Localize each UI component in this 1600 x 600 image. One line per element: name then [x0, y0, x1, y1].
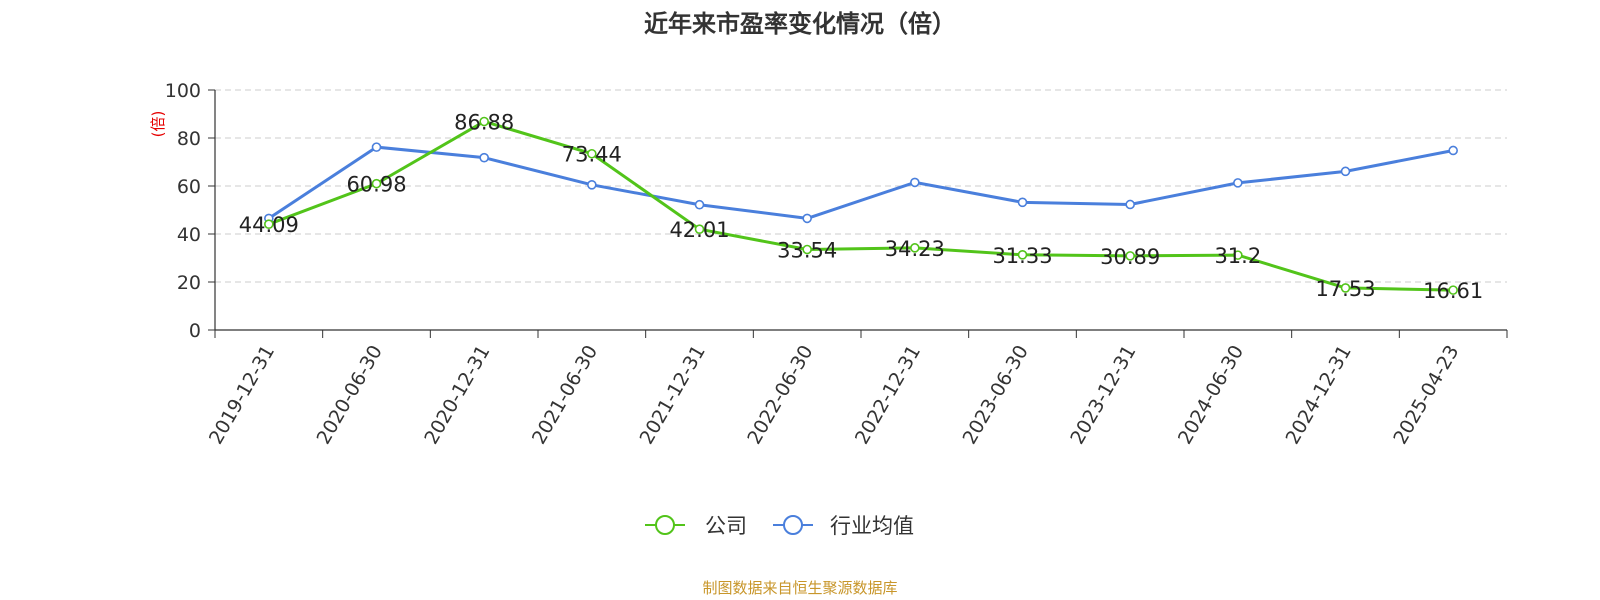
legend[interactable]: 公司 行业均值: [645, 514, 914, 538]
data-label: 60.98: [346, 173, 406, 197]
data-point: [371, 178, 382, 189]
legend-marker: [783, 515, 803, 535]
x-tick-label: 2023-06-30: [959, 342, 1033, 449]
axes: [208, 89, 1508, 338]
data-point: [1017, 250, 1028, 260]
data-label: 86.88: [454, 110, 514, 134]
x-tick-label: 2022-06-30: [743, 342, 817, 449]
series-lines: [264, 116, 1458, 295]
series-line: [268, 119, 1454, 292]
data-point: [1017, 197, 1028, 208]
data-label: 44.09: [239, 213, 299, 237]
data-point: [587, 180, 597, 190]
data-label: 16.61: [1423, 279, 1483, 303]
x-tick-label: 2023-12-31: [1066, 342, 1140, 449]
data-point: [1233, 250, 1243, 260]
grid-lines: [215, 89, 1507, 283]
y-axis-label: (倍): [149, 111, 167, 138]
y-tick-label: 100: [165, 80, 201, 102]
x-tick-label: 2021-06-30: [528, 342, 602, 449]
data-label: 73.44: [562, 143, 622, 167]
data-point: [371, 142, 382, 152]
x-tick-label: 2019-12-31: [205, 342, 279, 449]
data-point: [1340, 166, 1351, 177]
data-point: [264, 219, 274, 229]
data-point: [479, 152, 489, 163]
x-tick-label: 2024-12-31: [1282, 342, 1356, 449]
legend-label: 公司: [705, 514, 747, 538]
data-point: [1125, 199, 1135, 210]
data-label: 30.89: [1100, 245, 1160, 269]
y-tick-label: 40: [177, 224, 201, 246]
y-tick-label: 60: [177, 176, 201, 198]
series-line: [268, 145, 1454, 220]
data-point: [1448, 285, 1458, 295]
y-tick-labels: 0 20 40 60 80 100: [165, 80, 201, 342]
y-tick-label: 80: [177, 128, 201, 150]
chart-title: 近年来市盈率变化情况（倍）: [644, 10, 956, 38]
data-point: [910, 177, 920, 188]
y-tick-label: 20: [177, 272, 201, 294]
data-point: [1340, 283, 1351, 293]
data-point: [479, 116, 489, 127]
x-tick-label: 2020-06-30: [313, 342, 387, 449]
x-tick-label: 2021-12-31: [636, 342, 710, 449]
x-tick-label: 2024-06-30: [1174, 342, 1248, 449]
data-labels: 44.09 60.98 86.88 73.44 42.01 33.54 34.23 31.33…: [239, 110, 1483, 303]
x-tick-label: 2025-04-23: [1389, 342, 1463, 449]
data-label: 17.53: [1315, 277, 1375, 301]
y-tick-label: 0: [189, 320, 201, 342]
x-tick-label: 2022-12-31: [851, 342, 925, 449]
x-tick-labels: 2019-12-31 2020-06-30 2020-12-31 2021-06-30…: [205, 342, 1464, 449]
data-point: [1125, 251, 1135, 261]
data-point: [694, 224, 705, 234]
x-tick-label: 2020-12-31: [420, 342, 494, 449]
source-note: 制图数据来自恒生聚源数据库: [702, 579, 897, 597]
data-label: 34.23: [885, 237, 945, 261]
legend-marker: [655, 515, 675, 535]
data-label: 33.54: [777, 239, 837, 263]
data-label: 31.2: [1214, 244, 1261, 268]
data-label: 31.33: [992, 244, 1052, 268]
data-point: [910, 243, 920, 253]
legend-label: 行业均值: [830, 514, 914, 538]
data-point: [802, 213, 812, 224]
data-label: 42.01: [669, 218, 729, 242]
data-point: [694, 199, 705, 210]
data-point: [1233, 178, 1243, 188]
data-point: [587, 148, 597, 159]
data-point: [1448, 145, 1458, 156]
data-point: [802, 244, 812, 255]
